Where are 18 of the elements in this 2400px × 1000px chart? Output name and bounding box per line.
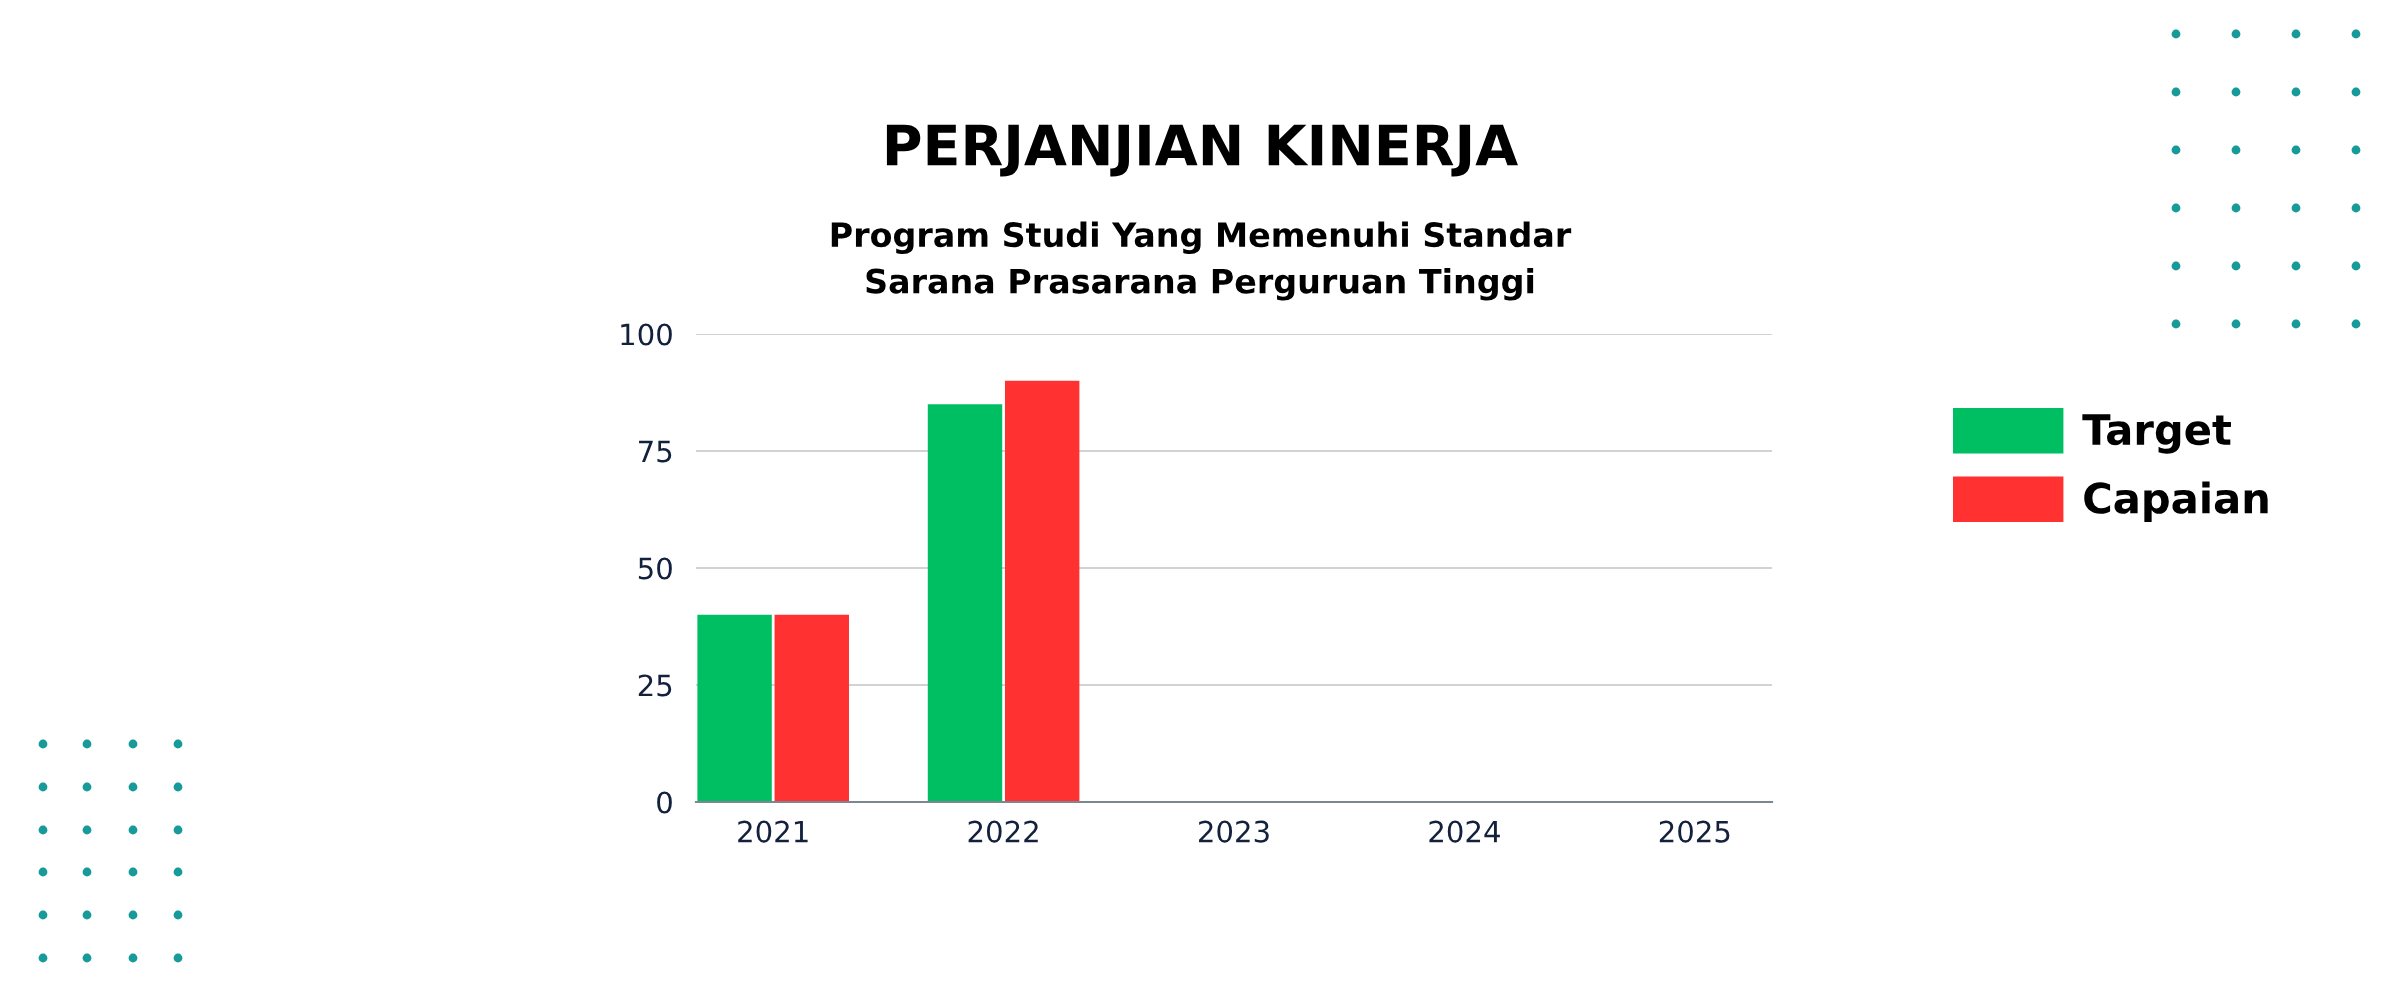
chart-title: PERJANJIAN KINERJA (886, 124, 1518, 177)
y-tick-label: 25 (638, 674, 672, 697)
bar (927, 404, 1003, 802)
legend-label: Target (2082, 414, 2231, 454)
x-tick-label: 2025 (1659, 820, 1730, 843)
x-tick-label: 2024 (1429, 820, 1500, 843)
x-tick-label: 2023 (1199, 820, 1269, 843)
x-tick-label: 2022 (968, 820, 1038, 843)
legend-label: Capaian (2084, 481, 2268, 522)
bar (1004, 380, 1080, 802)
chart-subtitle: Program Studi Yang Memenuhi Standar Sarana Prasarana Perguruan Tinggi (831, 221, 1572, 301)
y-tick-label: 75 (639, 440, 672, 463)
bar (774, 614, 849, 802)
x-tick-label: 2021 (738, 820, 808, 843)
y-tick-label: 0 (657, 791, 672, 814)
bar (697, 614, 772, 802)
y-tick-label: 50 (638, 557, 672, 580)
y-tick-label: 100 (621, 323, 672, 346)
